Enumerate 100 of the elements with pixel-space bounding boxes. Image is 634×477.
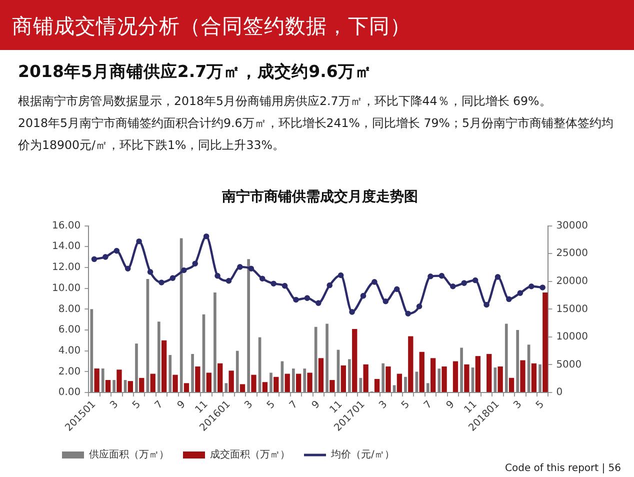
x-tick-label: 7 (288, 398, 300, 412)
point (372, 279, 378, 285)
point (472, 277, 478, 284)
point (203, 233, 210, 240)
text: 根据南宁市房管局数据显示，2018年5月份商铺用房供应2.7万㎡，环比下降44％，同比增长 69%。 (18, 93, 552, 110)
point (226, 278, 232, 284)
y-tick-label: 6.00 (58, 324, 81, 336)
y-tick-label: 8.00 (58, 304, 81, 315)
y2-tick-label: 15000 (556, 304, 588, 315)
chart-title: 南宁市商铺供需成交月度走势图 (221, 188, 418, 206)
bar (116, 370, 122, 392)
point (416, 303, 422, 310)
bar (161, 340, 167, 392)
bar (508, 378, 514, 392)
bar (318, 358, 324, 392)
x-tick-label: 3 (512, 398, 524, 412)
point (181, 267, 187, 274)
point (214, 272, 220, 279)
point (248, 266, 254, 272)
bar (442, 366, 447, 392)
bar (296, 374, 302, 392)
y-tick-label: 16.00 (52, 220, 81, 232)
point (461, 280, 468, 286)
point (114, 248, 120, 254)
y2-tick-label: 25000 (556, 248, 588, 260)
point (259, 276, 266, 282)
bar (94, 368, 100, 392)
text: 2018年5月南宁市商铺签约面积合计约9.6万㎡，环比增长241%，同比增长 79%；5月份南宁市商铺整体签约均价为18900元/㎡，环比下跌1%，同比上升33%。 (18, 115, 614, 154)
x-tick-label: 5 (400, 398, 412, 412)
bar (262, 382, 268, 392)
legend-label: 均价（元/㎡） (330, 448, 394, 461)
legend-label: 供应面积（万㎡） (89, 448, 169, 461)
bar (419, 352, 424, 392)
chart-subtitle: 2018年5月商铺供应2.7万㎡，成交约9.6万㎡ (18, 61, 372, 83)
point (293, 296, 299, 303)
point (136, 238, 142, 244)
y-tick-label: 0.00 (58, 387, 81, 398)
y2-tick-label: 20000 (556, 276, 588, 287)
point (494, 274, 501, 280)
point (192, 260, 198, 266)
point (102, 254, 108, 260)
y-tick-label: 10.00 (52, 282, 81, 294)
point (360, 292, 366, 299)
bar (206, 372, 212, 392)
y2-tick-label: 0 (556, 387, 563, 398)
bar (150, 374, 156, 392)
point (338, 272, 344, 278)
y-tick-label: 14.00 (52, 241, 81, 252)
bar (228, 370, 234, 392)
x-tick-label: 5 (265, 398, 278, 412)
point (517, 290, 524, 296)
point (540, 284, 546, 290)
bar (542, 292, 548, 392)
point (405, 310, 411, 317)
bar (184, 383, 190, 392)
text: 商铺成交情况分析（合同签约数据，下同） (12, 13, 411, 40)
bar (240, 384, 246, 392)
point (450, 283, 456, 290)
bar (430, 358, 436, 392)
text: Code of this report | 56 (505, 463, 622, 474)
bar (352, 328, 358, 392)
x-tick-label: 9 (176, 398, 188, 412)
x-tick-label: 7 (422, 398, 434, 412)
bar (520, 360, 526, 392)
bar (195, 366, 200, 392)
bar (139, 378, 144, 392)
point (316, 300, 322, 306)
bar (128, 381, 134, 392)
y-tick-label: 12.00 (52, 262, 81, 274)
x-tick-label: 9 (310, 398, 322, 412)
point (147, 269, 154, 275)
x-tick-label: 3 (108, 398, 121, 412)
point (438, 272, 445, 279)
point (237, 264, 243, 270)
bar (172, 374, 178, 392)
bar (464, 364, 470, 392)
point (304, 295, 310, 301)
bar (452, 361, 458, 392)
point (124, 266, 131, 272)
legend-label: 成交面积（万㎡） (210, 448, 290, 461)
point (428, 273, 434, 280)
point (170, 275, 176, 281)
point (282, 282, 288, 289)
x-tick-label: 9 (444, 398, 457, 412)
bar (307, 372, 312, 392)
bar (498, 366, 503, 392)
point (270, 280, 276, 286)
bar (396, 374, 402, 392)
point (158, 280, 164, 286)
point (484, 302, 490, 308)
bar (408, 336, 414, 392)
bar (284, 374, 290, 392)
bar (218, 363, 223, 392)
bar (363, 364, 368, 392)
point (349, 309, 355, 315)
y2-tick-label: 30000 (556, 220, 588, 232)
bar (340, 365, 346, 392)
x-tick-label: 3 (242, 398, 256, 412)
point (394, 286, 400, 292)
point (91, 256, 98, 262)
